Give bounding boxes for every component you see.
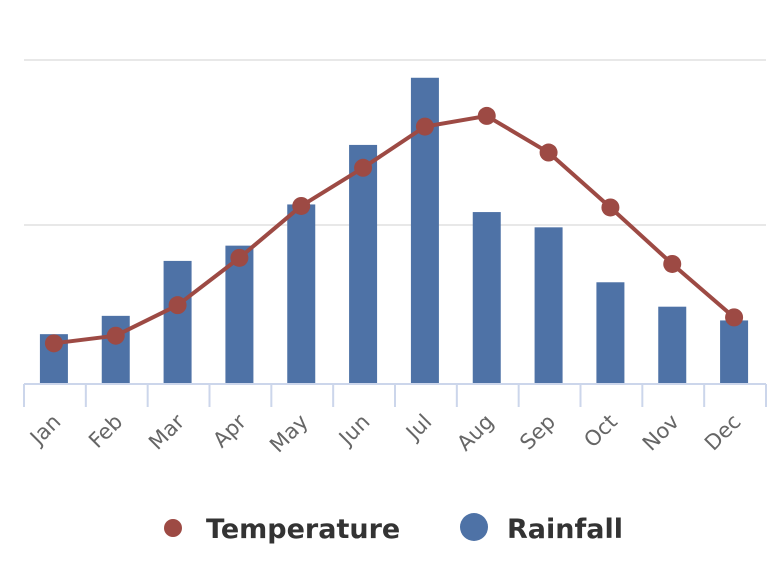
grid-lines (24, 59, 766, 226)
x-tick-label: Jul (400, 410, 436, 446)
x-tick-label: Mar (144, 409, 189, 454)
temperature-point-jan[interactable] (44, 334, 63, 353)
x-tick-label: Feb (84, 410, 127, 453)
rainfall-bar-sep[interactable] (534, 227, 563, 383)
temperature-line (44, 106, 744, 353)
x-tick-label: Dec (700, 410, 746, 456)
rainfall-bar-feb[interactable] (101, 315, 130, 383)
temperature-point-jun[interactable] (354, 158, 373, 177)
temperature-point-feb[interactable] (106, 326, 125, 345)
rainfall-bar-jun[interactable] (349, 144, 378, 383)
legend-temperature-marker[interactable] (164, 519, 182, 537)
x-tick-label: Oct (579, 410, 622, 453)
rainfall-bar-aug[interactable] (472, 212, 501, 383)
legend-temperature-label[interactable]: Temperature (206, 514, 400, 545)
temperature-point-dec[interactable] (725, 308, 744, 327)
temperature-point-may[interactable] (292, 196, 311, 215)
temperature-series-line (53, 113, 736, 346)
rainfall-bars (39, 77, 749, 383)
temperature-point-oct[interactable] (601, 198, 620, 217)
rainfall-bar-apr[interactable] (225, 245, 254, 383)
x-tick-label: Aug (452, 410, 498, 456)
temperature-point-nov[interactable] (663, 254, 682, 273)
temperature-point-apr[interactable] (230, 248, 249, 267)
rainfall-bar-oct[interactable] (596, 282, 625, 383)
x-tick-label: Jun (333, 410, 375, 452)
legend-rainfall-marker[interactable] (460, 513, 488, 541)
x-tick-label: Sep (515, 410, 560, 455)
x-tick-label: Jan (24, 410, 65, 451)
x-axis: Jan Feb Mar Apr May Jun Jul Aug Sep Oct Nov Dec (23, 383, 767, 458)
temperature-point-jul[interactable] (415, 117, 434, 136)
temperature-point-aug[interactable] (477, 106, 496, 125)
x-tick-label: Nov (638, 410, 684, 456)
legend-rainfall-label[interactable]: Rainfall (507, 514, 623, 545)
legend: Temperature Rainfall (164, 513, 623, 545)
temperature-point-mar[interactable] (168, 296, 187, 315)
rainfall-bar-may[interactable] (287, 204, 316, 383)
temperature-point-sep[interactable] (539, 143, 558, 162)
rainfall-bar-nov[interactable] (658, 306, 687, 383)
x-tick-label: Apr (208, 409, 251, 452)
rainfall-bar-dec[interactable] (720, 320, 749, 383)
rainfall-bar-mar[interactable] (163, 260, 192, 383)
x-tick-label: May (265, 410, 313, 458)
